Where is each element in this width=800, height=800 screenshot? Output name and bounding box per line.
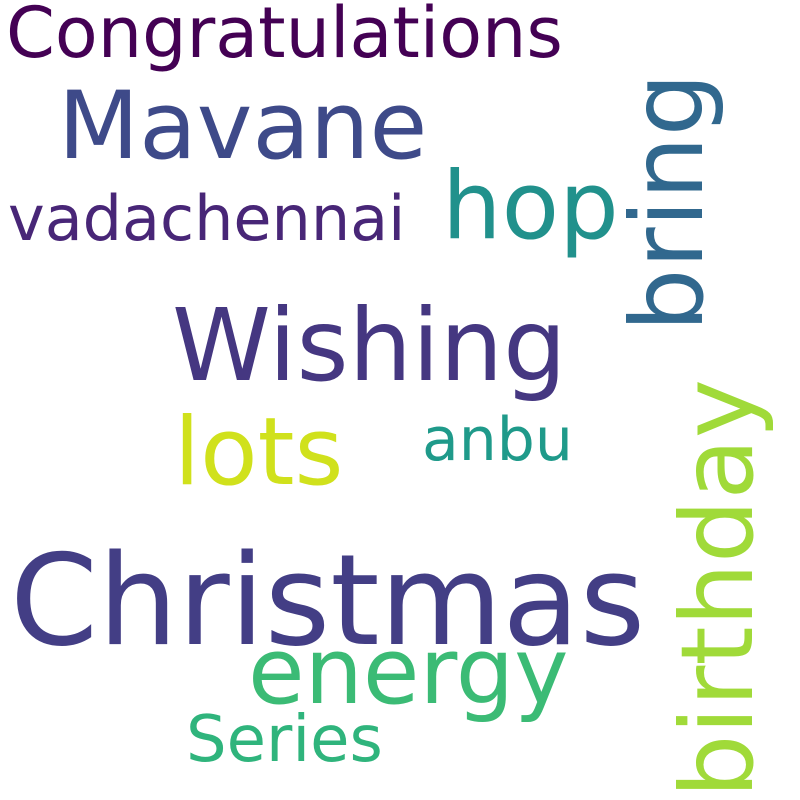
word-christmas: Christmas — [10, 527, 646, 674]
word-energy: energy — [248, 618, 569, 725]
word-bring: bring — [609, 72, 726, 332]
word-mavane: Mavane — [58, 72, 428, 181]
word-vadachennai: vadachennai — [8, 182, 406, 255]
word-birthday: birthday — [659, 379, 776, 798]
word-series: Series — [186, 703, 383, 777]
word-anbu: anbu — [422, 405, 573, 475]
word-lots: lots — [174, 398, 344, 507]
word-congratulations: Congratulations — [6, 0, 563, 74]
word-hop: hop — [442, 152, 619, 261]
word-wishing: Wishing — [172, 287, 567, 404]
